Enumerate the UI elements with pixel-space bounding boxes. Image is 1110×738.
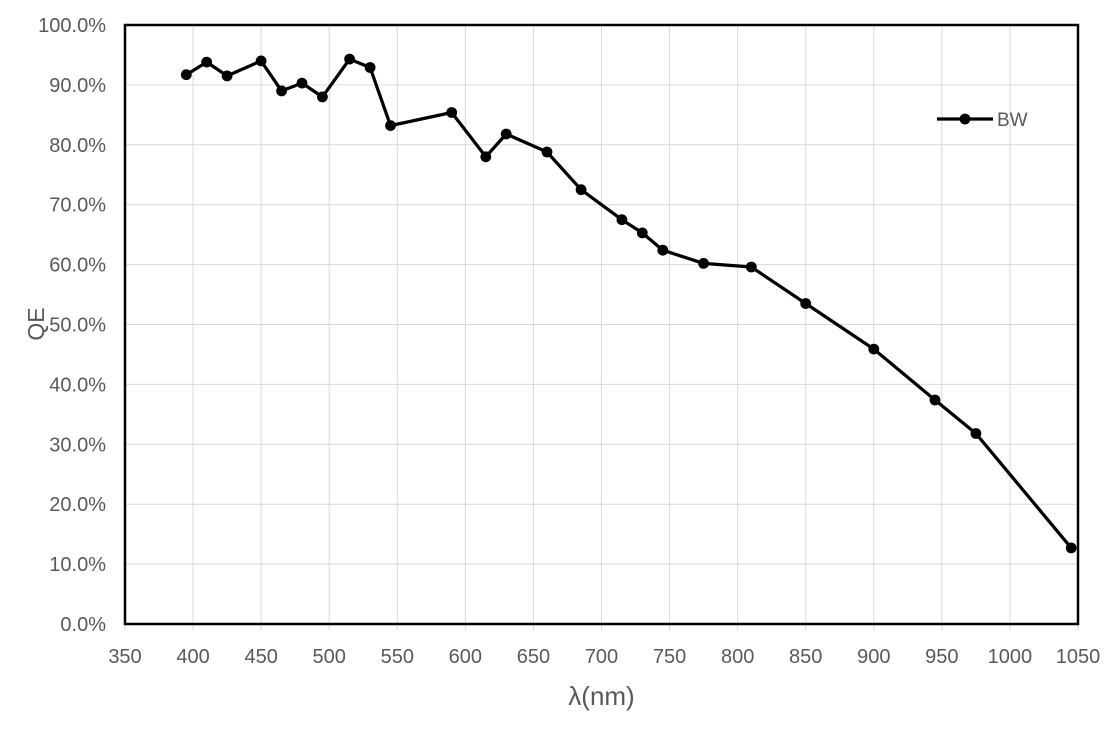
- data-point-marker: [364, 62, 376, 73]
- data-point-marker: [255, 55, 267, 67]
- y-tick-label: 30.0%: [49, 434, 106, 456]
- data-point-marker: [480, 151, 492, 163]
- data-point-marker: [500, 128, 512, 140]
- x-tick-label: 600: [449, 646, 482, 668]
- plot-area-border: [123, 23, 1080, 626]
- x-tick-label: 1000: [988, 646, 1033, 668]
- y-tick-label: 50.0%: [49, 315, 106, 337]
- x-axis-title: λ(nm): [568, 681, 634, 711]
- y-tick-label: 60.0%: [49, 255, 106, 277]
- x-tick-label: 750: [653, 646, 686, 668]
- data-point-marker: [317, 91, 328, 103]
- series-line: [184, 57, 1073, 550]
- x-tick-label: 700: [585, 646, 618, 668]
- x-tick-label: 900: [857, 646, 890, 668]
- y-tick-label: 40.0%: [49, 374, 106, 396]
- series-bw: [180, 53, 1077, 554]
- data-point-marker: [636, 227, 648, 239]
- data-point-marker: [657, 244, 669, 256]
- x-tick-label: 800: [721, 646, 754, 668]
- legend-marker-icon: [959, 113, 971, 125]
- x-tick-label: 650: [517, 646, 550, 668]
- x-tick-label: 450: [244, 646, 277, 668]
- x-tick-label: 500: [313, 646, 346, 668]
- x-tick-label: 550: [381, 646, 414, 668]
- data-point-marker: [868, 343, 880, 355]
- y-axis-tick-labels: 0.0% 10.0% 20.0% 30.0% 40.0% 50.0% 60.0% 70.0% 8…: [38, 15, 106, 636]
- data-point-marker: [296, 77, 308, 89]
- data-point-marker: [221, 70, 233, 82]
- legend-label: BW: [997, 110, 1028, 131]
- y-tick-label: 70.0%: [49, 195, 106, 217]
- data-point-marker: [446, 107, 458, 118]
- data-point-marker: [575, 184, 587, 196]
- data-point-marker: [385, 120, 396, 131]
- data-point-marker: [344, 53, 355, 65]
- data-point-marker: [180, 69, 192, 81]
- y-tick-label: 80.0%: [49, 135, 106, 157]
- data-point-marker: [616, 214, 628, 226]
- data-point-marker: [698, 258, 709, 269]
- horizontal-gridlines: [125, 24, 1078, 625]
- data-point-marker: [970, 428, 982, 439]
- data-point-marker: [201, 56, 213, 68]
- y-tick-label: 0.0%: [60, 614, 106, 636]
- data-point-marker: [541, 146, 553, 158]
- x-axis-tick-labels: 350 400 450 500 550 600 650 700 750 800 850 900 950 1…: [108, 646, 1100, 668]
- data-point-marker: [1065, 542, 1077, 554]
- y-tick-label: 10.0%: [49, 554, 106, 576]
- x-tick-label: 950: [925, 646, 958, 668]
- legend: BW: [937, 110, 1028, 131]
- x-tick-label: 850: [789, 646, 822, 668]
- x-tick-label: 400: [176, 646, 209, 668]
- data-point-marker: [276, 85, 287, 97]
- data-point-marker: [800, 298, 812, 309]
- y-tick-label: 90.0%: [49, 75, 106, 97]
- y-tick-label: 100.0%: [38, 15, 106, 37]
- x-tick-label: 1050: [1056, 646, 1101, 668]
- data-point-marker: [929, 394, 941, 406]
- y-axis-title: QE: [23, 307, 49, 340]
- x-tick-label: 350: [108, 646, 141, 668]
- y-tick-label: 20.0%: [49, 494, 106, 516]
- data-point-marker: [745, 261, 757, 273]
